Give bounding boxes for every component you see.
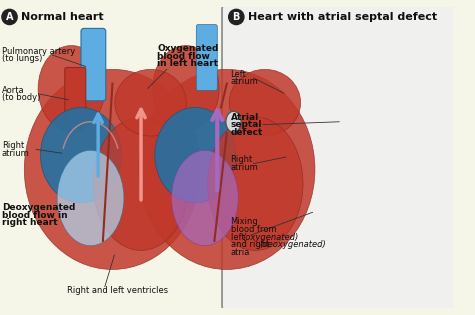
Ellipse shape bbox=[40, 107, 122, 203]
Text: Atrial: Atrial bbox=[230, 112, 259, 122]
Text: (oxygenated): (oxygenated) bbox=[242, 232, 298, 242]
Text: Aorta: Aorta bbox=[2, 86, 25, 95]
Text: and right: and right bbox=[230, 240, 272, 249]
Text: Deoxygenated: Deoxygenated bbox=[2, 203, 75, 212]
FancyBboxPatch shape bbox=[222, 4, 455, 311]
Text: atria: atria bbox=[230, 248, 250, 257]
Text: Normal heart: Normal heart bbox=[21, 12, 104, 22]
Ellipse shape bbox=[139, 69, 315, 269]
Text: Right: Right bbox=[230, 155, 253, 164]
Text: atrium: atrium bbox=[2, 149, 29, 158]
Text: B: B bbox=[233, 12, 240, 22]
Text: in left heart: in left heart bbox=[157, 59, 218, 68]
FancyBboxPatch shape bbox=[196, 25, 217, 90]
Text: atrium: atrium bbox=[230, 163, 258, 172]
Text: Left: Left bbox=[230, 70, 247, 79]
Text: A: A bbox=[6, 12, 13, 22]
Text: Right: Right bbox=[2, 141, 24, 150]
FancyBboxPatch shape bbox=[81, 28, 106, 101]
Circle shape bbox=[2, 9, 17, 25]
Text: atrium: atrium bbox=[230, 77, 258, 86]
Text: Right and left ventricles: Right and left ventricles bbox=[66, 286, 168, 295]
Text: Pulmonary artery: Pulmonary artery bbox=[2, 47, 75, 56]
Text: Mixing: Mixing bbox=[230, 217, 258, 226]
Ellipse shape bbox=[155, 107, 236, 203]
Ellipse shape bbox=[152, 46, 219, 131]
Text: left: left bbox=[230, 232, 247, 242]
Text: septal: septal bbox=[230, 120, 262, 129]
Ellipse shape bbox=[226, 111, 241, 132]
Ellipse shape bbox=[171, 150, 238, 246]
Ellipse shape bbox=[94, 117, 189, 250]
Ellipse shape bbox=[208, 117, 303, 250]
Text: blood flow in: blood flow in bbox=[2, 211, 67, 220]
FancyBboxPatch shape bbox=[65, 67, 86, 124]
Ellipse shape bbox=[115, 69, 186, 136]
Ellipse shape bbox=[57, 150, 124, 246]
Circle shape bbox=[228, 9, 244, 25]
Text: (to lungs): (to lungs) bbox=[2, 54, 42, 63]
Text: right heart: right heart bbox=[2, 218, 57, 227]
Text: Oxygenated: Oxygenated bbox=[157, 44, 218, 53]
Text: defect: defect bbox=[230, 128, 263, 137]
Text: (to body): (to body) bbox=[2, 94, 40, 102]
Text: blood from: blood from bbox=[230, 225, 276, 234]
Ellipse shape bbox=[24, 69, 200, 269]
Text: (deoxygenated): (deoxygenated) bbox=[259, 240, 326, 249]
Ellipse shape bbox=[229, 69, 301, 136]
Text: blood flow: blood flow bbox=[157, 52, 210, 60]
Text: Heart with atrial septal defect: Heart with atrial septal defect bbox=[248, 12, 437, 22]
Ellipse shape bbox=[38, 46, 105, 131]
